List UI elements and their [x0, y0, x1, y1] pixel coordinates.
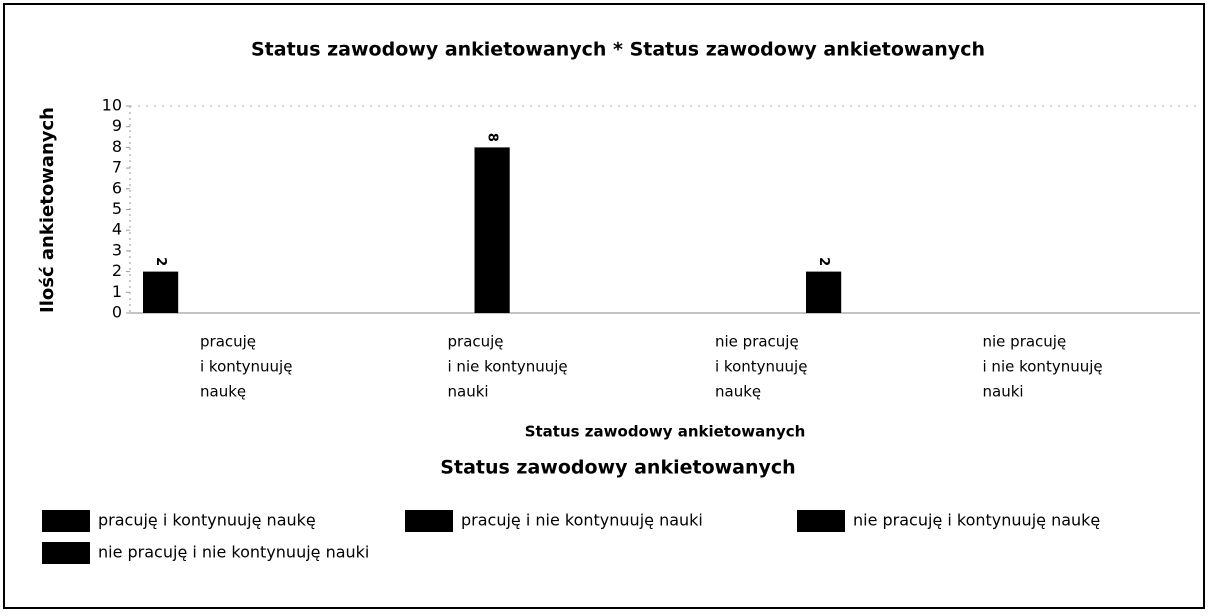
y-tick-label: 1 [112, 282, 122, 301]
y-tick-label: 4 [112, 220, 122, 239]
bar [474, 147, 510, 313]
y-tick-label: 10 [102, 96, 122, 115]
bar [806, 271, 842, 313]
legend-swatch [42, 542, 90, 564]
x-tick-label: nauki [448, 383, 489, 401]
x-tick-label: nie pracuję [983, 333, 1067, 351]
data-label: 8 [485, 133, 500, 142]
x-tick-label: pracuję [448, 333, 504, 351]
data-label: 2 [153, 257, 168, 266]
y-axis-label: Ilość ankietowanych [37, 107, 58, 313]
x-tick-label: naukę [715, 383, 761, 401]
x-axis-label: Status zawodowy ankietowanych [525, 423, 806, 441]
data-label: 2 [816, 257, 831, 266]
x-tick-label: naukę [200, 383, 246, 401]
x-tick-label: i nie kontynuuję [983, 358, 1103, 376]
legend-label: pracuję i kontynuuję naukę [98, 511, 316, 530]
legend-label: nie pracuję i nie kontynuuję nauki [98, 543, 369, 562]
x-tick-label: pracuję [200, 333, 256, 351]
legend-label: pracuję i nie kontynuuję nauki [461, 511, 703, 530]
frame [3, 3, 1205, 609]
y-tick-label: 2 [112, 261, 122, 280]
legend-title: Status zawodowy ankietowanych [440, 457, 795, 479]
y-tick-label: 8 [112, 137, 122, 156]
legend-swatch [42, 510, 90, 532]
x-tick-label: nie pracuję [715, 333, 799, 351]
y-tick-label: 3 [112, 240, 122, 259]
y-tick-label: 5 [112, 199, 122, 218]
legend-swatch [405, 510, 453, 532]
chart-title: Status zawodowy ankietowanych * Status z… [251, 39, 985, 61]
y-tick-label: 6 [112, 178, 122, 197]
x-tick-label: nauki [983, 383, 1024, 401]
legend-label: nie pracuję i kontynuuję naukę [853, 511, 1100, 530]
y-tick-label: 7 [112, 158, 122, 177]
legend-swatch [797, 510, 845, 532]
x-tick-label: i nie kontynuuję [448, 358, 568, 376]
x-tick-label: i kontynuuję [200, 358, 292, 376]
bar [143, 271, 179, 313]
y-tick-label: 9 [112, 116, 122, 135]
y-tick-label: 0 [112, 303, 122, 322]
x-tick-label: i kontynuuję [715, 358, 807, 376]
